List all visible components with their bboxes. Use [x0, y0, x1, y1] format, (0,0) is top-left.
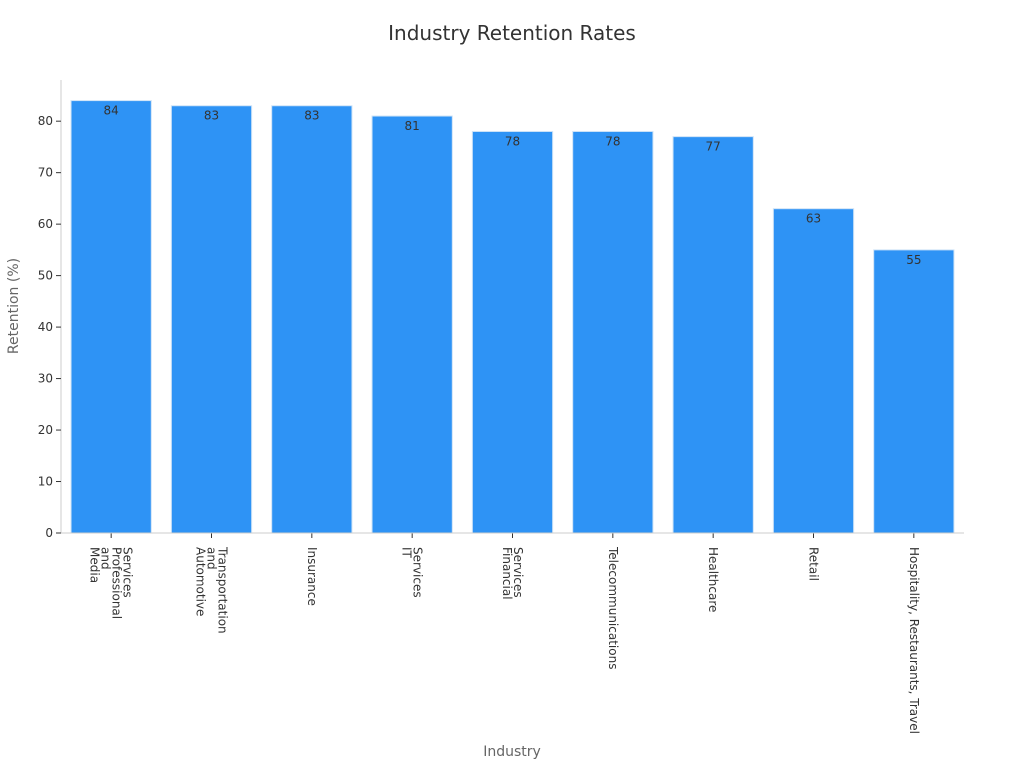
category-label-6: Healthcare [706, 547, 720, 612]
data-label-4: 78 [505, 134, 520, 148]
category-label-line: Services [121, 547, 135, 598]
y-tick-label-3: 30 [38, 372, 53, 386]
category-label-7: Retail [807, 547, 821, 581]
data-label-1: 83 [204, 109, 219, 123]
category-label-line: Healthcare [706, 547, 720, 612]
category-label-line: Financial [500, 547, 514, 600]
data-label-6: 77 [706, 140, 721, 154]
bar-4 [471, 130, 554, 534]
bar-8 [873, 249, 955, 534]
y-tick-label-7: 70 [38, 166, 53, 180]
chart-title: Industry Retention Rates [388, 21, 636, 45]
category-label-line: and [205, 547, 219, 570]
data-label-0: 84 [104, 104, 119, 118]
category-label-4: FinancialServices [500, 547, 525, 600]
x-axis-title: Industry [483, 744, 541, 760]
x-axis: MediaandProfessionalServices Automotivean… [61, 532, 964, 734]
category-label-line: Services [411, 547, 425, 598]
data-label-8: 55 [906, 253, 921, 267]
y-tick-label-1: 10 [38, 475, 53, 489]
bar-5 [572, 130, 654, 534]
category-label-line: Telecommunications [606, 546, 620, 669]
data-label-2: 83 [304, 109, 319, 123]
data-label-7: 63 [806, 212, 821, 226]
y-tick-label-5: 50 [38, 269, 53, 283]
category-label-line: Media [88, 547, 102, 583]
category-label-line: Automotive [194, 547, 208, 616]
data-label-5: 78 [605, 134, 620, 148]
bar-2 [271, 105, 353, 534]
category-label-0: MediaandProfessionalServices [88, 547, 135, 619]
category-label-2: Insurance [305, 547, 319, 606]
category-label-3: ITServices [400, 547, 425, 598]
category-label-line: IT [400, 547, 414, 559]
y-tick-label-6: 60 [38, 217, 53, 231]
category-label-line: Hospitality, Restaurants, Travel [907, 547, 921, 734]
bar-7 [772, 208, 855, 534]
category-label-line: Retail [807, 547, 821, 581]
category-label-line: Transportation [216, 546, 230, 634]
bar-0 [70, 100, 152, 534]
data-label-3: 81 [405, 119, 420, 133]
category-label-line: Services [511, 547, 525, 598]
bars-group: 84 83 83 81 78 78 77 63 55 [70, 100, 955, 534]
category-label-line: Professional [110, 547, 124, 619]
y-axis: 0 10 20 30 40 50 60 70 80 [38, 80, 62, 540]
y-axis-title: Retention (%) [6, 258, 22, 354]
category-label-line: Insurance [305, 547, 319, 606]
category-label-5: Telecommunications [606, 546, 620, 669]
y-tick-label-8: 80 [38, 114, 53, 128]
bar-6 [672, 136, 754, 534]
category-label-8: Hospitality, Restaurants, Travel [907, 547, 921, 734]
category-label-line: and [99, 547, 113, 570]
y-tick-label-2: 20 [38, 423, 53, 437]
bar-1 [170, 105, 253, 534]
bar-3 [371, 115, 453, 534]
category-label-1: AutomotiveandTransportation [194, 546, 230, 634]
y-tick-label-4: 40 [38, 320, 53, 334]
y-tick-label-0: 0 [45, 526, 53, 540]
